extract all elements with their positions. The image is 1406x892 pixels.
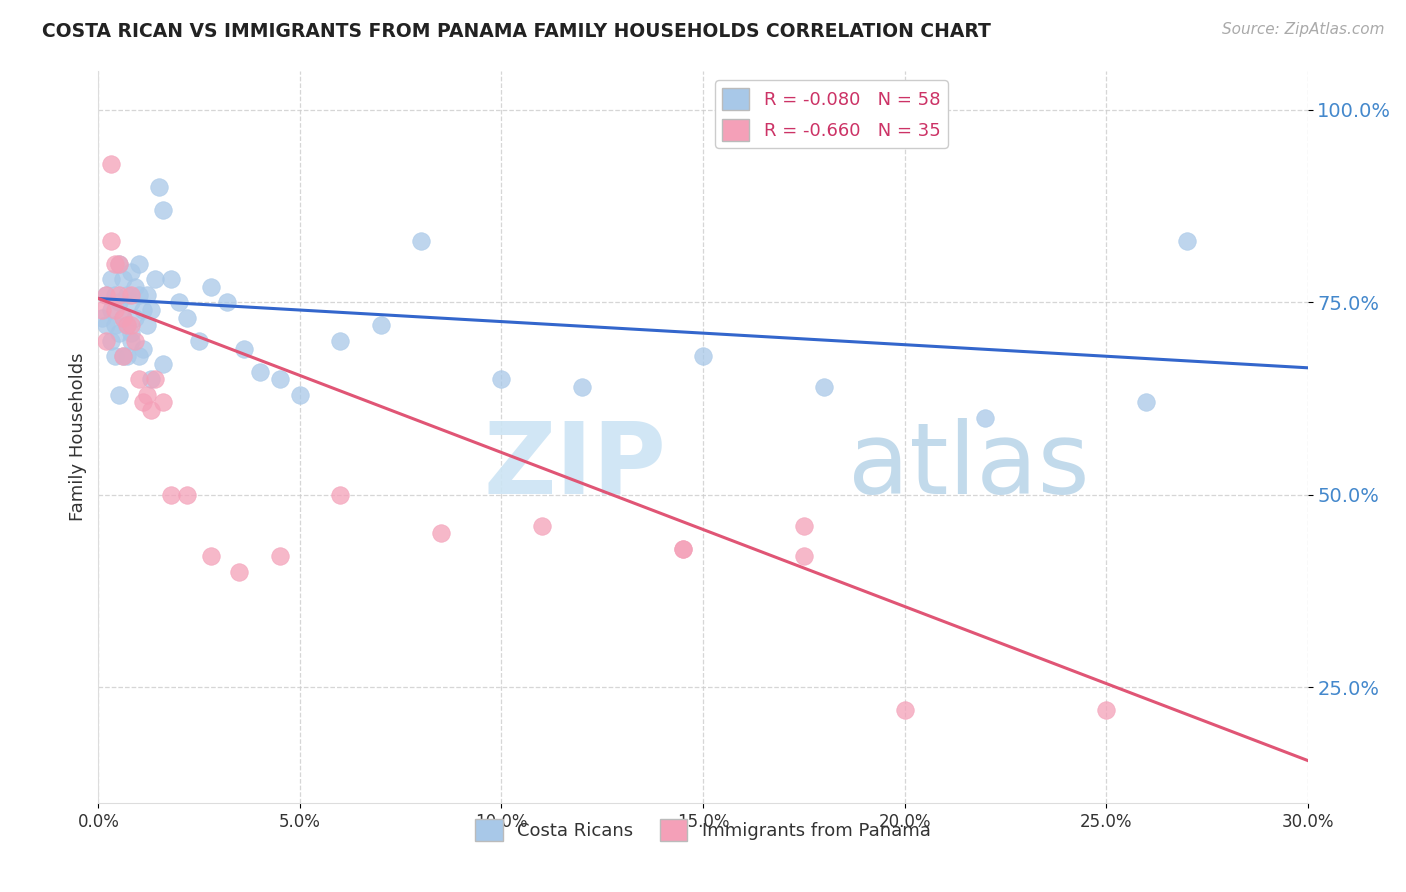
Point [288,388,311,402]
Point [115,287,138,301]
Point [115,318,138,333]
Text: Source: ZipAtlas.com: Source: ZipAtlas.com [1222,22,1385,37]
Point [167,295,190,310]
Point [135,318,157,333]
Point [100,272,122,286]
Point [96,287,118,301]
Point [135,287,157,301]
Point [329,334,352,348]
Point [120,295,142,310]
Point [160,272,183,286]
Point [152,202,174,217]
Point [200,549,222,564]
Point [176,310,198,325]
Point [128,287,150,301]
Point [793,549,815,564]
Point [91,310,114,325]
Point [100,157,122,171]
Point [111,310,134,325]
Point [672,541,695,556]
Point [409,234,432,248]
Point [1095,703,1118,717]
Point [111,349,134,363]
Point [120,326,142,340]
Point [530,518,553,533]
Point [120,264,142,278]
Point [152,395,174,409]
Point [132,342,155,356]
Point [107,326,129,340]
Point [974,410,997,425]
Point [124,334,146,348]
Point [103,303,125,318]
Point [96,334,118,348]
Point [132,303,155,318]
Point [124,280,146,294]
Point [120,287,142,301]
Point [107,257,129,271]
Point [100,234,122,248]
Legend: Costa Ricans, Immigrants from Panama: Costa Ricans, Immigrants from Panama [468,812,938,848]
Point [188,334,211,348]
Point [120,334,142,348]
Point [692,349,714,363]
Point [128,257,150,271]
Point [143,272,166,286]
Point [120,318,142,333]
Point [571,380,593,394]
Point [152,357,174,371]
Point [148,179,170,194]
Point [176,488,198,502]
Point [107,295,129,310]
Point [139,303,162,318]
Point [249,365,271,379]
Point [107,257,129,271]
Point [329,488,352,502]
Point [160,488,183,502]
Point [143,372,166,386]
Point [200,280,222,294]
Point [128,349,150,363]
Point [100,303,122,318]
Point [139,403,162,417]
Point [103,287,125,301]
Text: atlas: atlas [848,417,1090,515]
Point [132,395,155,409]
Point [135,388,157,402]
Point [269,372,291,386]
Point [96,318,118,333]
Point [893,703,915,717]
Point [491,372,513,386]
Point [269,549,291,564]
Point [107,287,129,301]
Point [103,318,125,333]
Point [370,318,392,333]
Point [672,541,695,556]
Point [217,295,239,310]
Point [128,372,150,386]
Y-axis label: Family Households: Family Households [69,353,87,521]
Point [1175,234,1198,248]
Point [793,518,815,533]
Point [91,303,114,318]
Point [115,318,138,333]
Point [430,526,453,541]
Point [107,388,129,402]
Point [111,272,134,286]
Point [139,372,162,386]
Point [103,257,125,271]
Point [111,349,134,363]
Point [111,310,134,325]
Point [1135,395,1157,409]
Point [96,287,118,301]
Text: COSTA RICAN VS IMMIGRANTS FROM PANAMA FAMILY HOUSEHOLDS CORRELATION CHART: COSTA RICAN VS IMMIGRANTS FROM PANAMA FA… [42,22,991,41]
Point [124,310,146,325]
Point [228,565,250,579]
Point [115,349,138,363]
Point [232,342,254,356]
Text: ZIP: ZIP [484,417,666,515]
Point [813,380,835,394]
Point [103,349,125,363]
Point [100,334,122,348]
